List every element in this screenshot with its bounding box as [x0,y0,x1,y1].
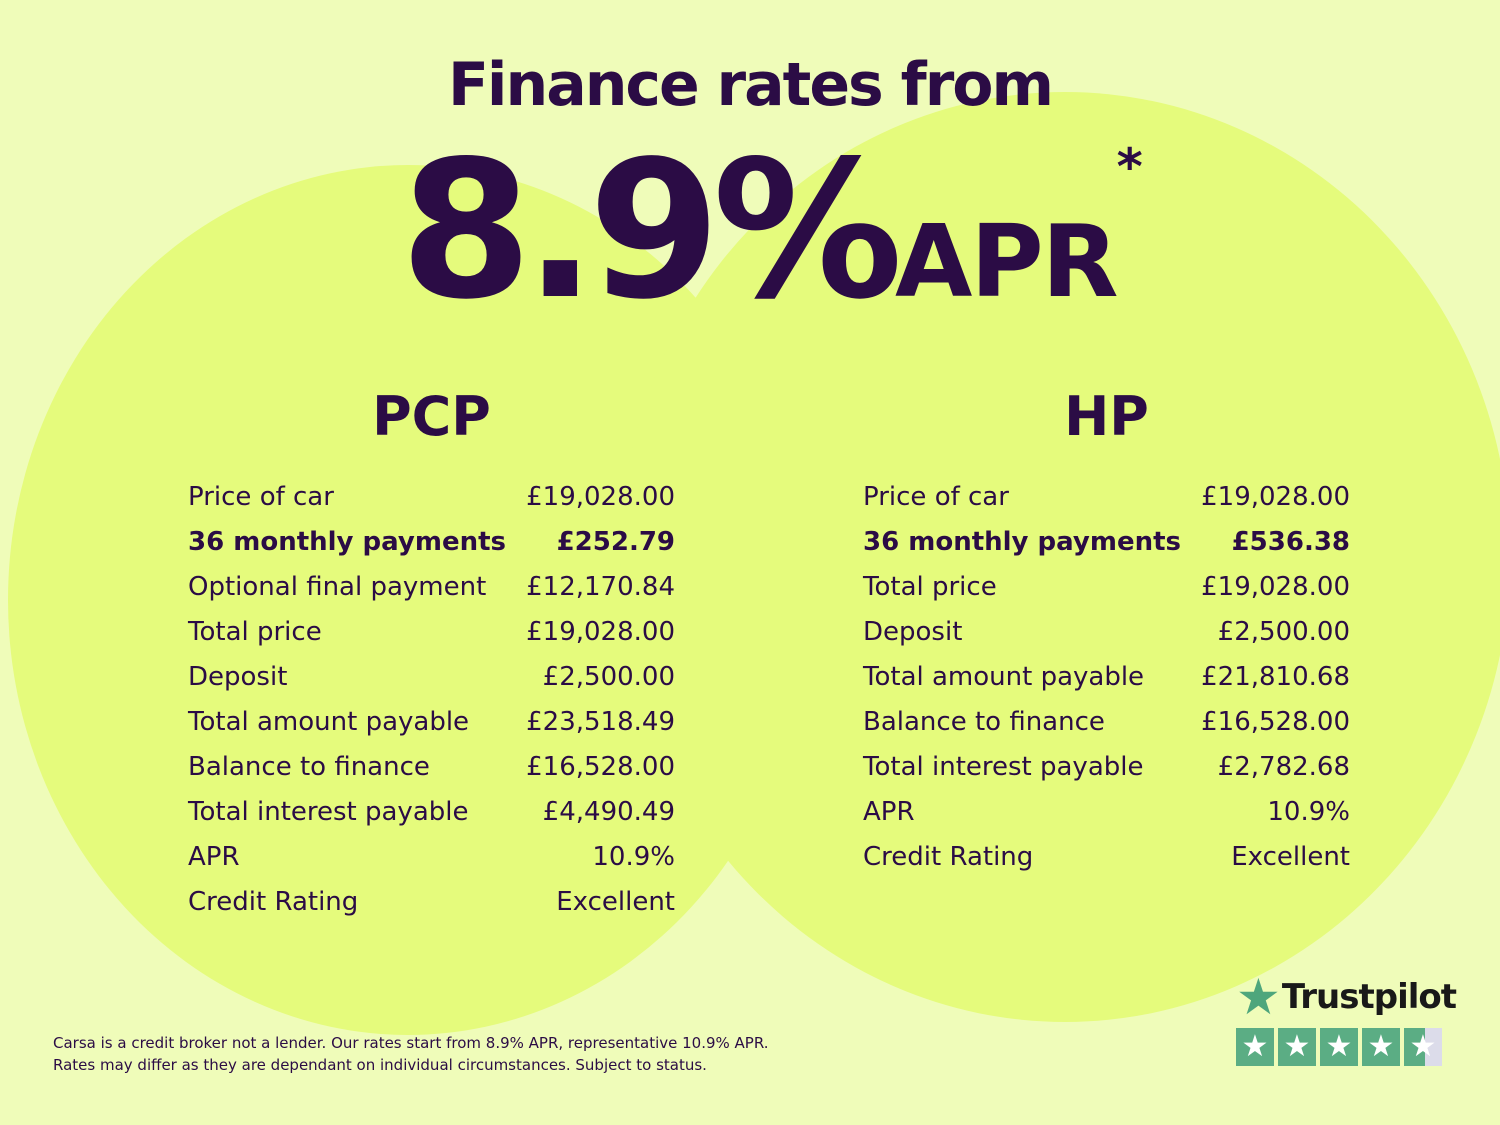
row-label: Total amount payable [863,662,1145,692]
trustpilot-badge[interactable]: ★ Trustpilot ★ ★ ★ ★ ★ [1236,968,1457,1066]
headline: Finance rates from [447,50,1054,120]
table-row: Total interest payable £2,782.68 [863,745,1350,790]
half-star-icon: ★ [1404,1028,1442,1066]
star-icon: ★ [1362,1028,1400,1066]
apr-label: APR [894,203,1119,320]
row-value: £2,782.68 [1217,752,1350,782]
hp-table: HP Price of car £19,028.00 36 monthly paym… [863,385,1350,880]
table-row: Total interest payable £4,490.49 [188,790,675,835]
table-row: Deposit £2,500.00 [863,610,1350,655]
row-value: 10.9% [592,842,675,872]
table-row: Credit Rating Excellent [188,880,675,925]
table-row: 36 monthly payments £252.79 [188,520,675,565]
row-label: Total price [863,572,997,602]
pcp-table: PCP Price of car £19,028.00 36 monthly pay… [188,385,675,925]
row-label: Deposit [188,662,288,692]
disclaimer-line: Rates may differ as they are dependant o… [53,1056,707,1074]
row-value: £16,528.00 [1201,707,1350,737]
row-label: Credit Rating [188,887,359,917]
row-value: Excellent [556,887,675,917]
disclaimer-line: Carsa is a credit broker not a lender. O… [53,1034,769,1052]
rate-value: 8.9% [400,120,903,341]
row-value: £19,028.00 [1201,482,1350,512]
row-label: APR [188,842,240,872]
row-label: 36 monthly payments [188,527,506,557]
table-row: 36 monthly payments £536.38 [863,520,1350,565]
row-label: Credit Rating [863,842,1034,872]
row-label: 36 monthly payments [863,527,1181,557]
row-label: Price of car [863,482,1009,512]
row-value: £19,028.00 [526,482,675,512]
hp-title: HP [1064,385,1149,448]
disclaimer: Carsa is a credit broker not a lender. O… [53,1032,769,1076]
row-value: £536.38 [1231,527,1350,557]
rate-display: 8.9%APR * [400,120,1143,341]
table-row: Deposit £2,500.00 [188,655,675,700]
table-row: APR 10.9% [863,790,1350,835]
background-circle-right [620,92,1500,1022]
star-icon: ★ [1236,968,1281,1026]
row-value: £21,810.68 [1201,662,1350,692]
row-value: £2,500.00 [542,662,675,692]
table-row: Credit Rating Excellent [863,835,1350,880]
row-label: APR [863,797,915,827]
row-value: £4,490.49 [542,797,675,827]
row-value: £19,028.00 [526,617,675,647]
table-row: Balance to finance £16,528.00 [863,700,1350,745]
row-value: £19,028.00 [1201,572,1350,602]
table-row: Total amount payable £21,810.68 [863,655,1350,700]
row-value: £2,500.00 [1217,617,1350,647]
pcp-title: PCP [372,385,491,448]
row-value: £23,518.49 [526,707,675,737]
row-label: Balance to finance [863,707,1105,737]
table-row: Price of car £19,028.00 [188,475,675,520]
table-row: Balance to finance £16,528.00 [188,745,675,790]
table-row: Total price £19,028.00 [188,610,675,655]
row-value: Excellent [1231,842,1350,872]
row-value: £16,528.00 [526,752,675,782]
table-row: APR 10.9% [188,835,675,880]
table-row: Total amount payable £23,518.49 [188,700,675,745]
row-value: 10.9% [1267,797,1350,827]
trustpilot-name: Trustpilot [1281,977,1457,1017]
star-icon: ★ [1236,1028,1274,1066]
row-label: Total interest payable [188,797,469,827]
row-label: Deposit [863,617,963,647]
row-label: Total interest payable [863,752,1144,782]
star-rating: ★ ★ ★ ★ ★ [1236,1028,1456,1066]
table-row: Total price £19,028.00 [863,565,1350,610]
asterisk: * [1116,138,1143,196]
row-label: Total amount payable [188,707,470,737]
row-label: Price of car [188,482,334,512]
row-label: Balance to finance [188,752,430,782]
table-row: Price of car £19,028.00 [863,475,1350,520]
star-icon: ★ [1320,1028,1358,1066]
trustpilot-logo: ★ Trustpilot [1236,968,1457,1026]
row-label: Total price [188,617,322,647]
table-row: Optional final payment £12,170.84 [188,565,675,610]
row-label: Optional final payment [188,572,487,602]
row-value: £12,170.84 [526,572,675,602]
star-icon: ★ [1278,1028,1316,1066]
row-value: £252.79 [556,527,675,557]
